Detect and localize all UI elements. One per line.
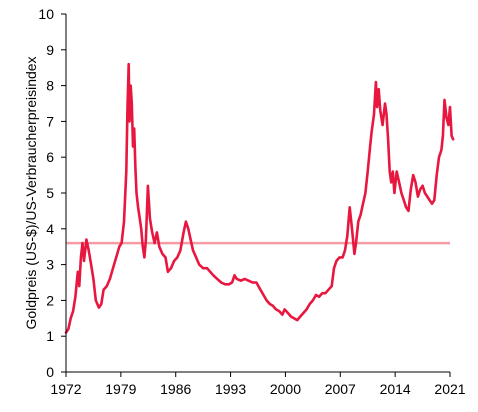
- x-tick-label: 1979: [105, 381, 136, 397]
- y-tick-label: 10: [38, 6, 54, 22]
- x-tick-label: 2014: [380, 381, 411, 397]
- y-tick-label: 7: [46, 113, 54, 129]
- y-tick-label: 4: [46, 221, 54, 237]
- y-tick-label: 9: [46, 42, 54, 58]
- y-axis-title: Goldpreis (US-$)/US-Verbraucherpreisinde…: [23, 56, 39, 329]
- x-tick-label: 1972: [50, 381, 81, 397]
- y-tick-label: 1: [46, 328, 54, 344]
- y-tick-label: 6: [46, 149, 54, 165]
- series-line-0: [64, 62, 455, 334]
- y-tick-label: 0: [46, 364, 54, 380]
- x-tick-label: 2021: [434, 381, 465, 397]
- y-tick-label: 3: [46, 257, 54, 273]
- x-tick-label: 2007: [325, 381, 356, 397]
- y-tick-label: 2: [46, 292, 54, 308]
- y-tick-label: 5: [46, 185, 54, 201]
- x-tick-label: 1993: [215, 381, 246, 397]
- x-tick-label: 1986: [160, 381, 191, 397]
- y-tick-label: 8: [46, 78, 54, 94]
- x-tick-label: 2000: [270, 381, 301, 397]
